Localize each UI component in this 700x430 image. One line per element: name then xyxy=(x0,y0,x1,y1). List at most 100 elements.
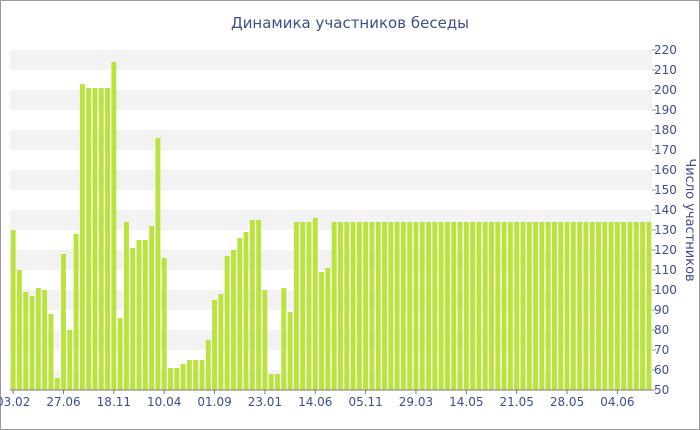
bar xyxy=(61,254,66,390)
bar xyxy=(205,340,211,390)
bar xyxy=(237,238,243,390)
bar xyxy=(249,220,255,390)
bar xyxy=(224,256,230,390)
bar xyxy=(482,222,488,390)
x-tick-label: 14.06 xyxy=(298,395,332,409)
bar xyxy=(419,222,425,390)
bar xyxy=(293,222,299,390)
bar xyxy=(218,294,224,390)
bar xyxy=(199,360,205,390)
bar xyxy=(23,292,29,390)
bar xyxy=(98,88,104,390)
bar xyxy=(275,374,280,390)
x-tick-label: 03.02 xyxy=(0,395,30,409)
y-tick-label: 60 xyxy=(654,363,669,377)
bar xyxy=(287,312,293,390)
y-tick-label: 110 xyxy=(654,263,677,277)
grid-band xyxy=(10,130,652,150)
y-tick-label: 170 xyxy=(654,143,677,157)
x-tick-label: 04.06 xyxy=(600,395,634,409)
bar xyxy=(394,222,400,390)
bar xyxy=(35,288,41,390)
bar xyxy=(426,222,432,390)
bar xyxy=(48,314,54,390)
y-tick-label: 190 xyxy=(654,103,677,117)
bar xyxy=(268,374,274,390)
bar xyxy=(337,222,343,390)
bar xyxy=(300,222,306,390)
bar xyxy=(608,222,614,390)
bar xyxy=(533,222,539,390)
bar xyxy=(583,222,589,390)
x-tick-label: 18.11 xyxy=(97,395,131,409)
bar xyxy=(262,290,268,390)
y-tick-label: 80 xyxy=(654,323,669,337)
bar xyxy=(161,258,167,390)
bar xyxy=(149,226,155,390)
x-tick-label: 28.05 xyxy=(550,395,584,409)
grid-band xyxy=(10,170,652,190)
bar xyxy=(444,222,450,390)
bar xyxy=(400,222,406,390)
bar xyxy=(570,222,576,390)
bar xyxy=(105,88,111,390)
bar xyxy=(344,222,350,390)
bar xyxy=(350,222,356,390)
bar xyxy=(438,222,444,390)
bar xyxy=(545,222,551,390)
bar xyxy=(627,222,633,390)
bar xyxy=(551,222,557,390)
bar xyxy=(130,248,136,390)
bar xyxy=(174,368,180,390)
bar xyxy=(92,88,98,390)
y-tick-label: 150 xyxy=(654,183,677,197)
bar xyxy=(73,234,79,390)
bar xyxy=(86,88,92,390)
bar xyxy=(319,272,325,390)
grid-band xyxy=(10,90,652,110)
bar xyxy=(243,232,249,390)
x-tick-label: 14.05 xyxy=(449,395,483,409)
bar xyxy=(514,222,520,390)
bar xyxy=(640,222,646,390)
bar xyxy=(142,240,148,390)
bar xyxy=(596,222,601,390)
y-tick-label: 70 xyxy=(654,343,669,357)
y-tick-label: 130 xyxy=(654,223,677,237)
bar xyxy=(382,222,387,390)
bar xyxy=(123,222,129,390)
bar xyxy=(589,222,595,390)
bar xyxy=(117,318,123,390)
bar xyxy=(230,250,236,390)
x-tick-label: 21.05 xyxy=(499,395,533,409)
bar xyxy=(42,290,48,390)
bar xyxy=(79,84,85,390)
bar xyxy=(180,364,186,390)
y-tick-label: 90 xyxy=(654,303,669,317)
bar xyxy=(476,222,482,390)
x-tick-label: 29.03 xyxy=(399,395,433,409)
bar xyxy=(633,222,639,390)
bar xyxy=(646,222,652,390)
x-axis: 03.02 27.06 18.11 10.04 01.09 23.01 14.06 05.11… xyxy=(0,390,635,409)
bar xyxy=(375,222,381,390)
y-tick-label: 200 xyxy=(654,83,677,97)
bar xyxy=(413,222,419,390)
bar xyxy=(325,268,331,390)
bar xyxy=(432,222,438,390)
bar xyxy=(369,222,375,390)
bar xyxy=(463,222,469,390)
bar xyxy=(363,222,369,390)
x-tick-label: 23.01 xyxy=(248,395,282,409)
bar xyxy=(451,222,457,390)
bar xyxy=(168,368,173,390)
bar xyxy=(388,222,394,390)
y-tick-label: 220 xyxy=(654,43,677,57)
y-tick-label: 100 xyxy=(654,283,677,297)
bar xyxy=(520,222,526,390)
bar xyxy=(495,222,501,390)
bar xyxy=(67,330,73,390)
bar xyxy=(331,222,337,390)
bar xyxy=(457,222,463,390)
